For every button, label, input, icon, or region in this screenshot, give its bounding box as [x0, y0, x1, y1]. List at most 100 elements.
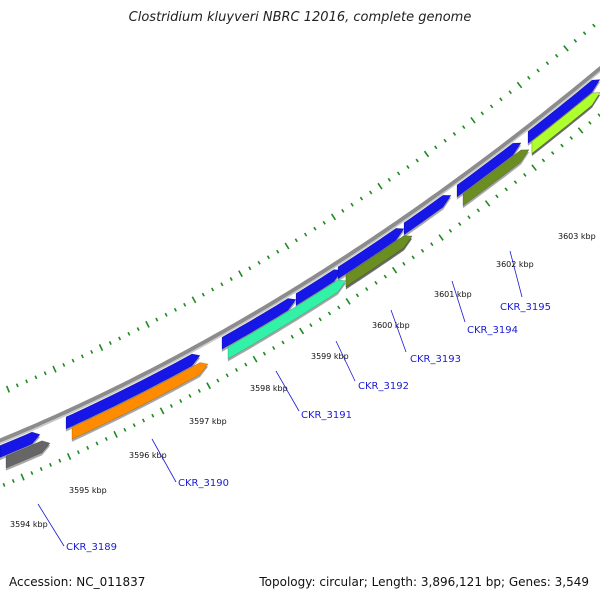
inner-tick-mark — [504, 187, 508, 192]
inner-tick-mark — [216, 378, 220, 383]
inner-tick-mark — [123, 427, 127, 432]
inner-tick-mark — [448, 228, 453, 233]
outer-tick-mark — [452, 132, 457, 136]
gene-feature-ckr_3191 — [227, 279, 347, 360]
inner-tick-mark — [430, 242, 434, 247]
gene-label: CKR_3194 — [467, 325, 518, 336]
inner-tick-mark — [550, 151, 555, 155]
outer-tick-mark — [322, 220, 326, 225]
inner-tick-mark — [252, 355, 258, 363]
gene-feature-ckr_3193 — [462, 149, 530, 207]
gene-label-leader — [275, 370, 300, 412]
gene-label-leader — [509, 250, 523, 298]
inner-tick-mark — [345, 298, 351, 305]
kbp-label: 3598 kbp — [250, 384, 288, 393]
inner-tick-mark — [104, 436, 108, 441]
inner-tick-mark — [188, 394, 192, 398]
outer-tick-mark — [377, 182, 383, 190]
outer-tick-mark — [191, 296, 197, 304]
gene-label-leader — [451, 280, 466, 323]
outer-tick-mark — [25, 379, 29, 384]
inner-tick-mark — [95, 441, 99, 446]
inner-tick-mark — [30, 471, 34, 476]
inner-tick-mark — [244, 362, 248, 367]
inner-tick-mark — [467, 215, 471, 220]
outer-tick-mark — [220, 282, 224, 287]
inner-tick-mark — [113, 430, 118, 438]
outer-tick-mark — [396, 171, 401, 176]
outer-tick-mark — [43, 371, 47, 376]
kbp-label: 3597 kbp — [189, 417, 227, 426]
inner-tick-mark — [141, 418, 146, 423]
inner-tick-mark — [523, 173, 527, 177]
outer-tick-mark — [443, 138, 447, 143]
inner-tick-mark — [281, 340, 285, 345]
forward-strand-gene — [403, 194, 452, 236]
outer-tick-mark — [480, 111, 485, 116]
inner-tick-mark — [225, 373, 229, 378]
inner-tick-mark — [476, 208, 481, 213]
inner-tick-mark — [262, 351, 267, 356]
gene-label: CKR_3193 — [410, 354, 461, 365]
outer-tick-mark — [359, 196, 364, 201]
inner-tick-mark — [355, 293, 360, 298]
outer-tick-mark — [90, 349, 94, 354]
outer-tick-mark — [164, 312, 168, 317]
outer-tick-mark — [499, 97, 503, 102]
kbp-label: 3600 kbp — [372, 321, 410, 330]
map-title: Clostridium kluyveri NBRC 12016, complet… — [128, 10, 472, 25]
outer-tick-mark — [294, 238, 298, 243]
inner-tick-mark — [272, 346, 276, 351]
inner-tick-mark — [327, 311, 332, 316]
inner-tick-mark — [438, 234, 444, 241]
outer-tick-mark — [573, 38, 578, 43]
inner-tick-mark — [11, 479, 15, 483]
gene-feature-ckr_3193 — [345, 235, 413, 288]
outer-tick-mark — [34, 375, 38, 380]
gene-label: CKR_3195 — [500, 302, 551, 313]
genome-summary-text: Topology: circular; Length: 3,896,121 bp… — [259, 575, 589, 589]
forward-strand-gene — [456, 142, 522, 198]
inner-tick-mark — [374, 280, 378, 285]
inner-tick-mark — [179, 399, 183, 403]
inner-tick-mark — [66, 452, 72, 461]
outer-tick-mark — [238, 270, 243, 278]
gene-label: CKR_3192 — [358, 381, 409, 392]
inner-tick-mark — [495, 194, 499, 199]
outer-tick-mark — [284, 242, 290, 250]
outer-tick-mark — [415, 158, 419, 163]
outer-tick-mark — [266, 255, 271, 260]
outer-tick-mark — [80, 354, 84, 359]
inner-tick-mark — [169, 403, 173, 408]
kbp-label: 3594 kbp — [10, 520, 48, 529]
outer-tick-mark — [98, 344, 104, 352]
inner-tick-mark — [151, 413, 155, 418]
outer-tick-mark — [341, 208, 345, 213]
inner-tick-mark — [513, 180, 518, 185]
inner-tick-mark — [20, 473, 25, 481]
inner-tick-mark — [206, 382, 212, 390]
outer-tick-mark — [461, 125, 466, 130]
outer-tick-mark — [257, 260, 261, 265]
inner-tick-mark — [391, 266, 398, 274]
outer-tick-mark — [173, 307, 177, 312]
inner-tick-mark — [457, 222, 462, 226]
kbp-label: 3595 kbp — [69, 486, 107, 495]
inner-tick-mark — [86, 445, 90, 450]
outer-tick-mark — [155, 317, 159, 322]
gene-feature-ckr_3189 — [5, 440, 51, 469]
outer-tick-mark — [145, 320, 150, 328]
inner-tick-mark — [318, 317, 322, 322]
outer-tick-mark — [52, 365, 57, 373]
outer-tick-mark — [330, 213, 337, 221]
inner-tick-mark — [402, 261, 406, 266]
inner-tick-mark — [234, 367, 239, 372]
kbp-label: 3601 kbp — [434, 290, 472, 299]
inner-tick-mark — [58, 458, 62, 463]
inner-tick-mark — [560, 143, 564, 148]
outer-tick-mark — [406, 165, 410, 169]
outer-tick-mark — [71, 358, 75, 363]
outer-tick-mark — [313, 226, 317, 231]
outer-tick-mark — [527, 75, 531, 80]
inner-tick-mark — [290, 334, 294, 339]
